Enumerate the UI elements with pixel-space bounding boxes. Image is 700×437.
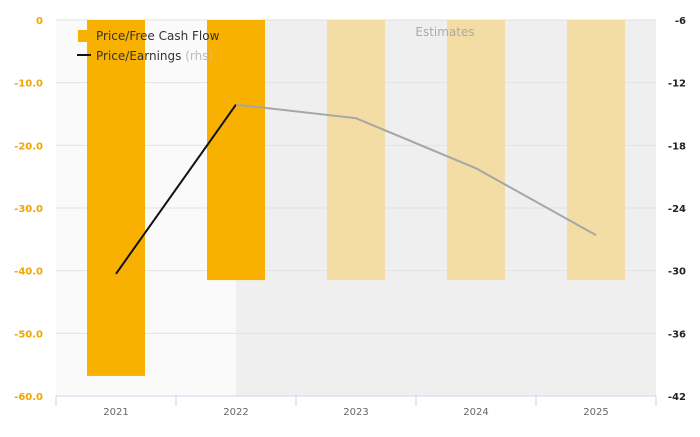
bar-price-fcf-2021 — [87, 20, 145, 376]
y-left-tick-label: -50.0 — [14, 329, 43, 340]
x-tick-label: 2024 — [463, 407, 488, 418]
x-tick-label: 2022 — [223, 407, 248, 418]
y-right-tick-label: -42 — [668, 392, 686, 403]
line-layer — [115, 103, 597, 275]
bar-layer — [87, 20, 625, 376]
x-tick-label: 2025 — [583, 407, 608, 418]
y-right-tick-label: -6 — [675, 16, 686, 27]
bar-price-fcf-2025 — [567, 20, 625, 281]
y-right-tick-label: -18 — [668, 141, 686, 152]
legend-label-price-earnings-main: Price/Earnings — [96, 49, 181, 63]
y-right-tick-label: -30 — [668, 267, 686, 278]
bar-price-fcf-2024 — [447, 20, 505, 281]
x-tick-label: 2021 — [103, 407, 128, 418]
legend-label-rhs: (rhs) — [185, 49, 213, 63]
line-price-earnings-estimate — [235, 103, 597, 237]
legend-label-price-earnings: Price/Earnings (rhs) — [96, 49, 213, 63]
y-left-tick-label: -10.0 — [14, 79, 43, 90]
bar-price-fcf-2023 — [327, 20, 385, 281]
y-left-tick-label: -60.0 — [14, 392, 43, 403]
y-right-tick-label: -36 — [668, 329, 686, 340]
legend-label-price-fcf: Price/Free Cash Flow — [96, 29, 220, 43]
legend-swatch-price-fcf — [78, 30, 90, 42]
y-left-tick-label: 0 — [36, 16, 43, 27]
y-right-tick-label: -12 — [668, 79, 686, 90]
x-tick-label: 2023 — [343, 407, 368, 418]
y-left-tick-label: -40.0 — [14, 267, 43, 278]
line-price-earnings-actual — [115, 104, 237, 275]
estimates-label: Estimates — [415, 25, 474, 39]
legend: Price/Free Cash Flow Price/Earnings (rhs… — [77, 29, 220, 63]
y-left-tick-label: -20.0 — [14, 141, 43, 152]
axis-layer: 0 -10.0 -20.0 -30.0 -40.0 -50.0 -60.0 -6 -12 -18 -… — [14, 16, 686, 418]
y-left-tick-label: -30.0 — [14, 204, 43, 215]
y-right-tick-label: -24 — [668, 204, 686, 215]
bar-price-fcf-2022 — [207, 20, 265, 281]
